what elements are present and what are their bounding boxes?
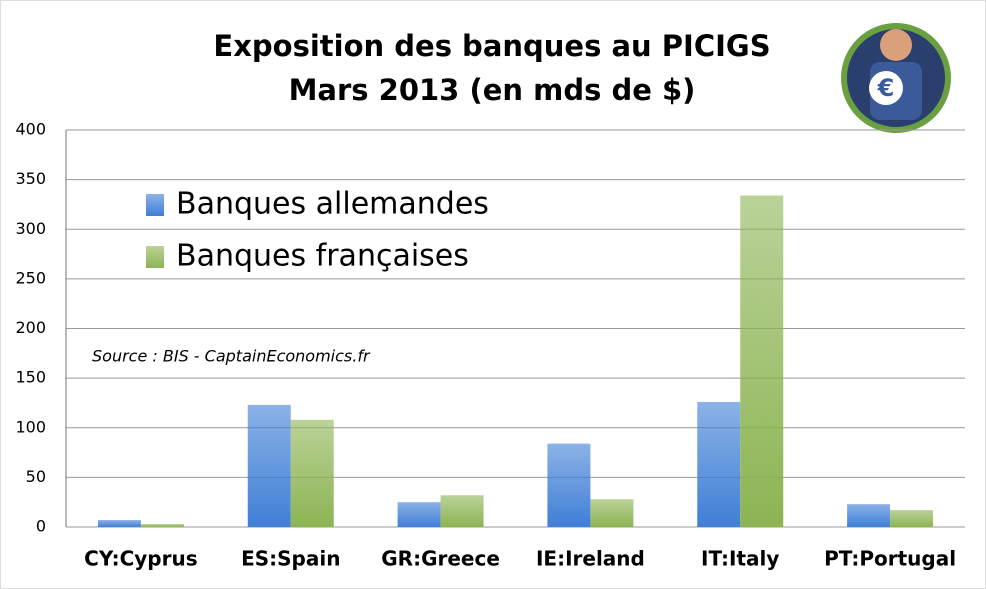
y-tick-label: 0 xyxy=(36,517,46,536)
bar xyxy=(697,401,741,527)
bar xyxy=(847,504,891,527)
bar xyxy=(140,524,184,527)
bar xyxy=(440,495,484,527)
x-tick-label: IE:Ireland xyxy=(536,547,645,571)
y-tick-label: 250 xyxy=(15,268,46,287)
legend-swatch xyxy=(146,194,164,216)
x-tick-label: PT:Portugal xyxy=(824,547,956,571)
y-tick-label: 50 xyxy=(26,467,46,486)
x-tick-label: ES:Spain xyxy=(241,547,340,571)
logo: € xyxy=(841,23,951,133)
y-tick-label: 150 xyxy=(15,368,46,387)
x-tick-label: GR:Greece xyxy=(381,547,500,571)
x-tick-label: CY:Cyprus xyxy=(84,547,197,571)
chart-subtitle: Mars 2013 (en mds de $) xyxy=(289,73,696,107)
y-tick-label: 300 xyxy=(15,219,46,238)
bar xyxy=(290,419,334,527)
bar xyxy=(547,443,591,527)
legend-label: Banques allemandes xyxy=(176,187,489,222)
bar xyxy=(740,195,784,527)
y-tick-label: 100 xyxy=(15,417,46,436)
legend-swatch xyxy=(146,246,164,268)
x-tick-label: IT:Italy xyxy=(701,547,779,571)
bar xyxy=(97,520,141,527)
source-note: Source : BIS - CaptainEconomics.fr xyxy=(92,347,371,366)
bar xyxy=(890,510,934,527)
bar xyxy=(590,499,634,527)
svg-text:€: € xyxy=(877,74,895,102)
bar xyxy=(397,502,441,527)
bar xyxy=(247,404,291,527)
y-tick-label: 200 xyxy=(15,318,46,337)
y-tick-label: 400 xyxy=(15,120,46,139)
chart-title: Exposition des banques au PICIGS xyxy=(213,29,770,63)
legend-label: Banques françaises xyxy=(176,239,469,274)
y-tick-label: 350 xyxy=(15,169,46,188)
